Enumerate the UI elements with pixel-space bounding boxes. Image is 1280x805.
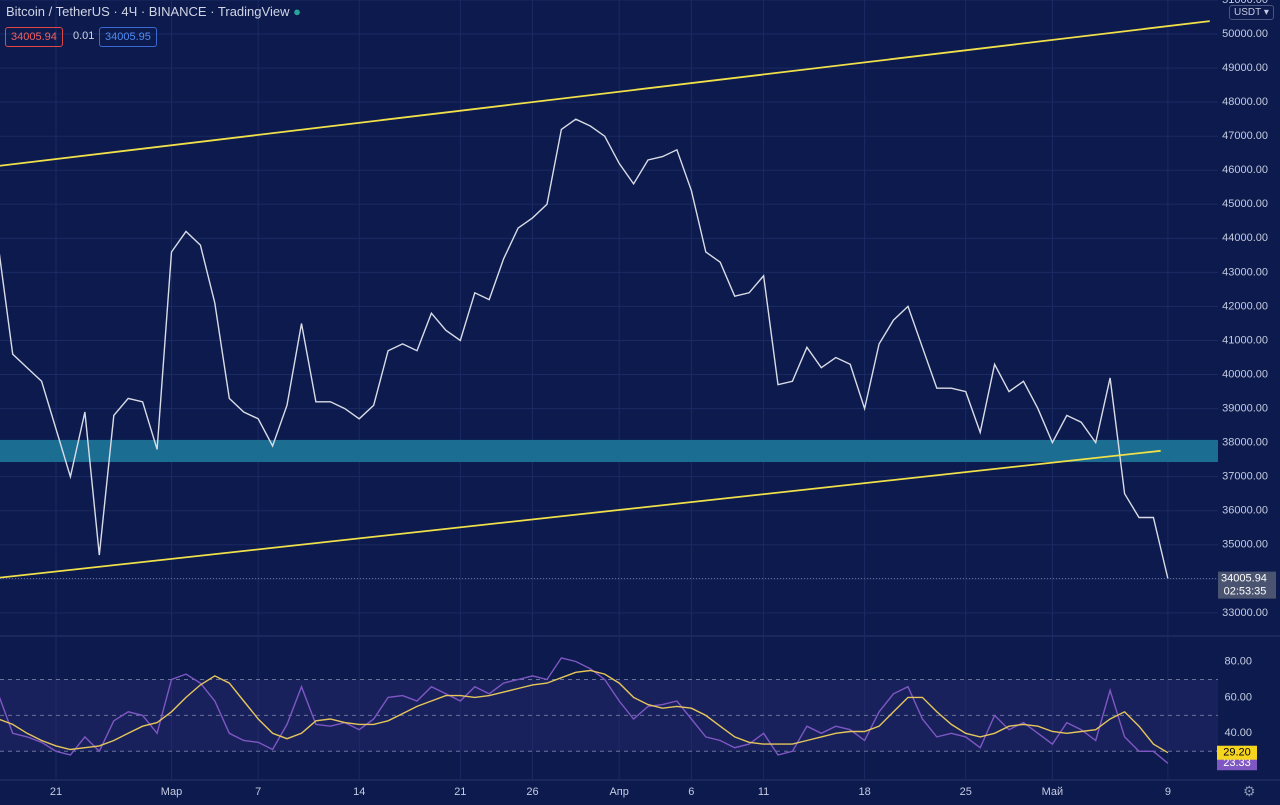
y-tick-label: 41000.00 [1222,334,1268,346]
x-tick-label: 21 [454,786,466,798]
x-tick-label: Мар [161,786,183,798]
buy-price[interactable]: 34005.95 [99,27,157,47]
currency[interactable]: USDT [1234,7,1262,18]
countdown: 02:53:35 [1224,586,1267,598]
rsi-tick-label: 60.00 [1224,691,1252,703]
rsi-value-label: 23.33 [1223,757,1251,769]
y-tick-label: 44000.00 [1222,232,1268,244]
symbol[interactable]: Bitcoin / TetherUS · 4Ч · BINANCE · Trad… [6,4,290,19]
last-price-box [1218,571,1276,599]
price-line [0,118,1169,579]
spread: 0.01 [73,30,95,42]
y-tick-label: 37000.00 [1222,471,1268,483]
x-tick-label: Май [1042,786,1064,798]
sell-price[interactable]: 34005.94 [5,27,63,47]
y-tick-label: 42000.00 [1222,300,1268,312]
rsi-value-box [1217,745,1257,760]
x-tick-label: 6 [688,786,694,798]
y-tick-label: 51000.00 [1222,0,1268,6]
y-tick-label: 50000.00 [1222,28,1268,40]
last-price-label: 34005.94 [1221,573,1267,585]
x-tick-label: 18 [859,786,871,798]
rsi-value-box [1217,756,1257,771]
x-tick-label: 26 [526,786,538,798]
axis-panel [1218,0,1280,805]
symbol-title[interactable]: Bitcoin / TetherUS · 4Ч · BINANCE · Trad… [6,4,301,19]
x-tick-label: 9 [1165,786,1171,798]
trend-line [0,20,1210,167]
y-tick-label: 43000.00 [1222,266,1268,278]
y-tick-label: 45000.00 [1222,198,1268,210]
price-line [0,669,1169,754]
rsi-tick-label: 40.00 [1224,727,1252,739]
rsi-tick-label: 80.00 [1224,655,1252,667]
x-tick-label: 7 [255,786,261,798]
rsi-value-label: 29.20 [1223,747,1251,759]
x-tick-label: 14 [353,786,365,798]
currency-select[interactable]: USDT ▾ [1229,5,1274,20]
y-tick-label: 48000.00 [1222,96,1268,108]
y-tick-label: 46000.00 [1222,164,1268,176]
y-tick-label: 36000.00 [1222,505,1268,517]
y-tick-label: 40000.00 [1222,368,1268,380]
x-tick-label: 11 [758,786,769,798]
y-tick-label: 39000.00 [1222,402,1268,414]
y-tick-label: 35000.00 [1222,539,1268,551]
trend-line [0,449,1161,579]
settings-icon[interactable]: ⚙ [1243,783,1256,799]
price-line [0,657,1169,764]
y-tick-label: 38000.00 [1222,437,1268,449]
x-tick-label: 25 [960,786,972,798]
y-tick-label: 33000.00 [1222,607,1268,619]
y-tick-label: 49000.00 [1222,62,1268,74]
x-tick-label: Апр [609,786,628,798]
support-zone [0,439,1218,463]
x-tick-label: 21 [50,786,62,798]
y-tick-label: 47000.00 [1222,130,1268,142]
